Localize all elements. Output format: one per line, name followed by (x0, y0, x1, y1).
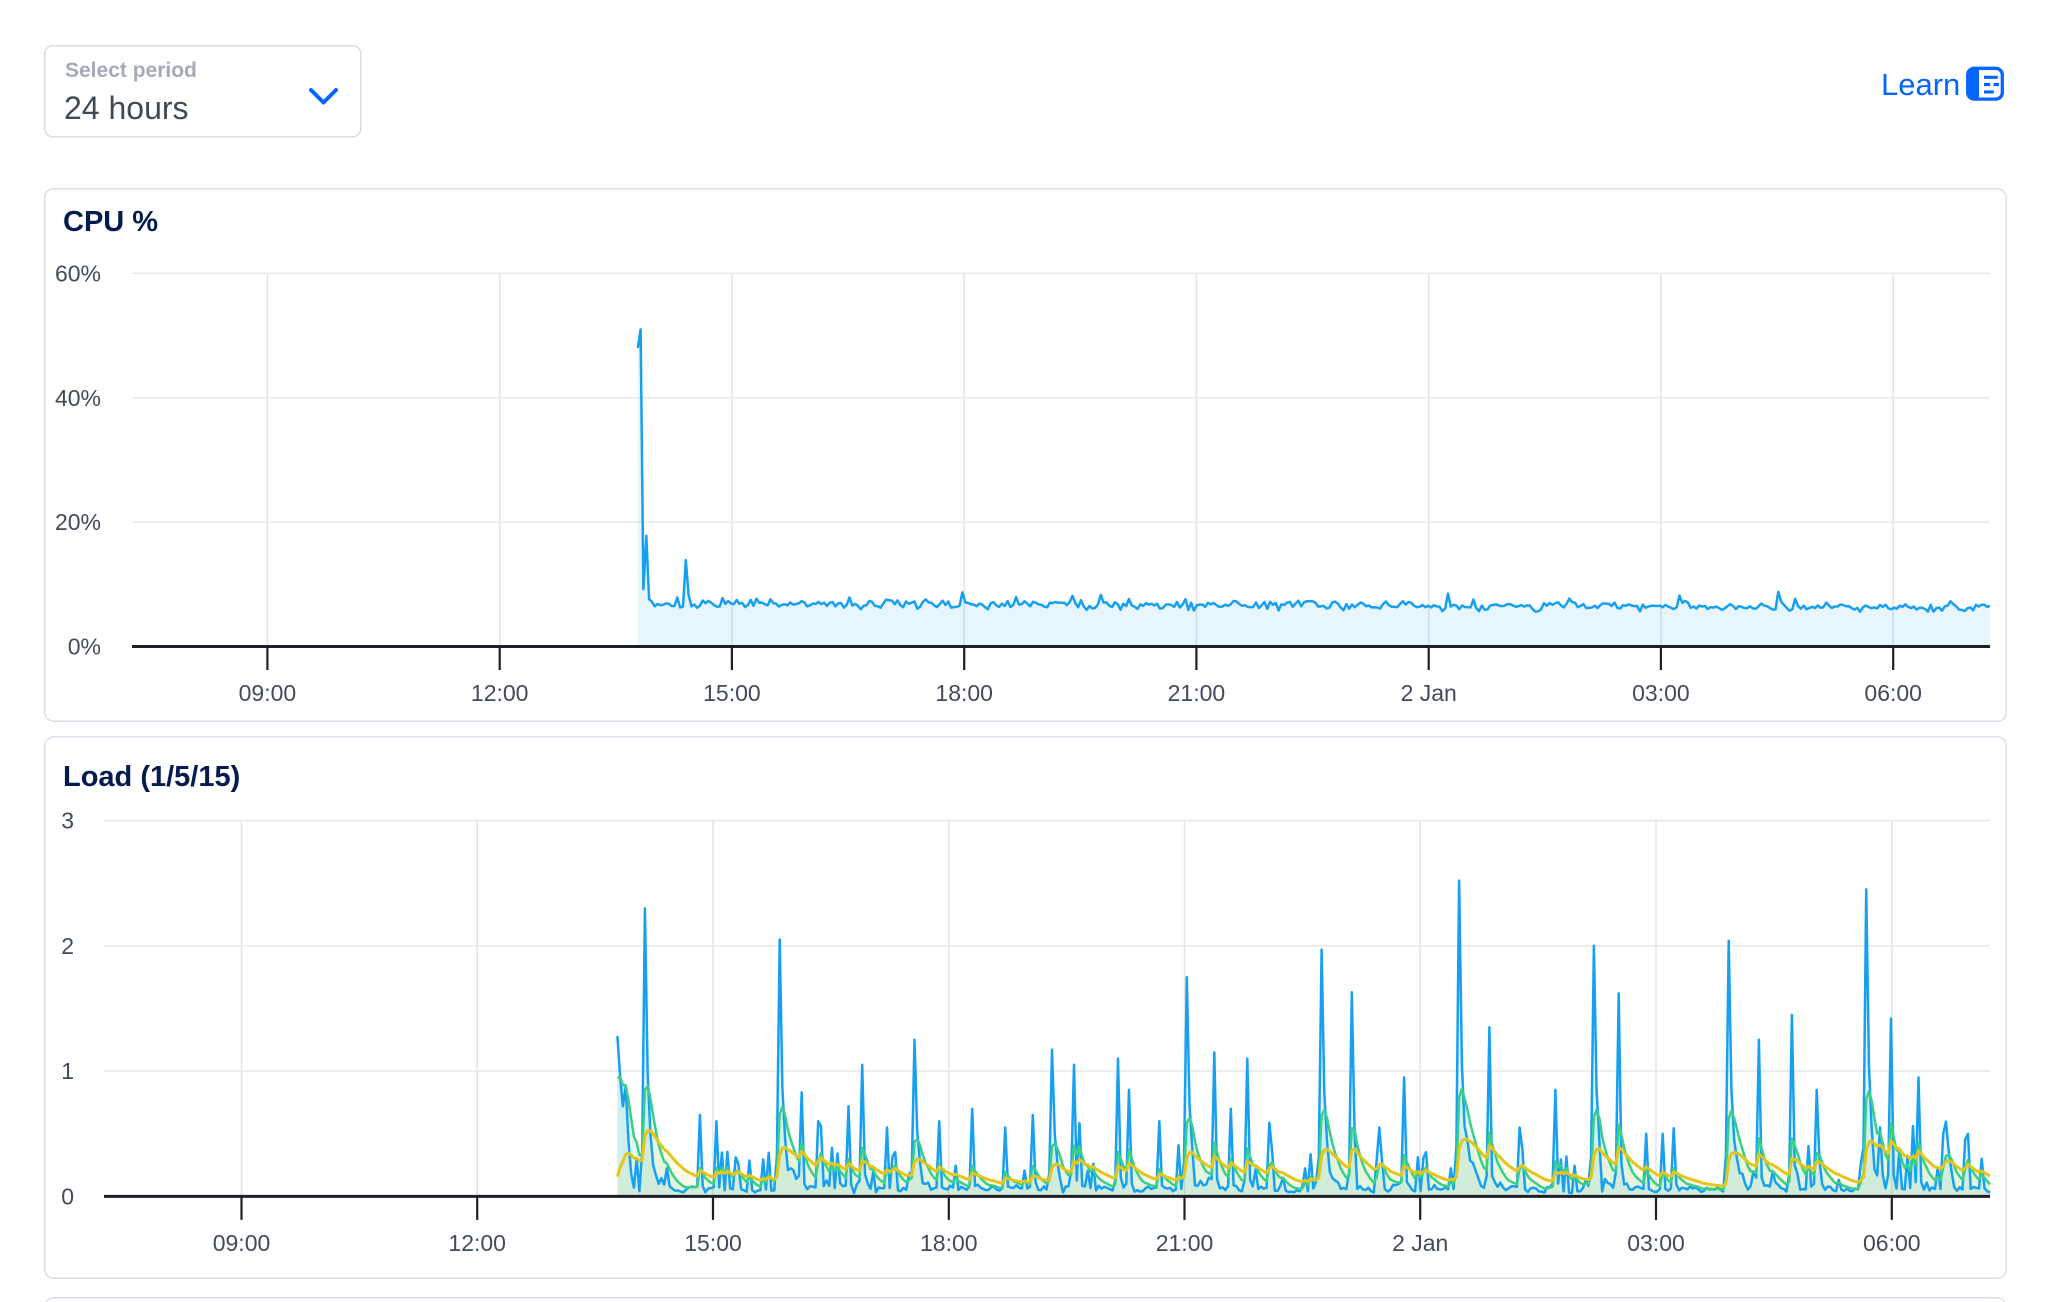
svg-text:Learn: Learn (1881, 67, 1960, 102)
svg-text:CPU %: CPU % (63, 206, 158, 238)
svg-text:0%: 0% (68, 634, 101, 660)
svg-text:21:00: 21:00 (1168, 680, 1226, 706)
svg-text:06:00: 06:00 (1863, 1230, 1921, 1256)
svg-text:18:00: 18:00 (935, 680, 993, 706)
svg-text:15:00: 15:00 (684, 1230, 742, 1256)
svg-text:03:00: 03:00 (1627, 1230, 1685, 1256)
svg-text:06:00: 06:00 (1864, 680, 1922, 706)
svg-text:40%: 40% (55, 385, 101, 411)
svg-text:24 hours: 24 hours (64, 90, 189, 126)
svg-text:20%: 20% (55, 509, 101, 535)
svg-text:2: 2 (61, 933, 74, 959)
svg-text:3: 3 (61, 808, 74, 834)
svg-text:12:00: 12:00 (471, 680, 529, 706)
svg-text:12:00: 12:00 (448, 1230, 506, 1256)
svg-text:2 Jan: 2 Jan (1392, 1230, 1448, 1256)
svg-text:09:00: 09:00 (239, 680, 297, 706)
svg-text:15:00: 15:00 (703, 680, 761, 706)
svg-text:60%: 60% (55, 260, 101, 286)
svg-text:0: 0 (61, 1183, 74, 1209)
svg-text:2 Jan: 2 Jan (1401, 680, 1457, 706)
svg-text:09:00: 09:00 (213, 1230, 271, 1256)
svg-text:03:00: 03:00 (1632, 680, 1690, 706)
svg-text:21:00: 21:00 (1156, 1230, 1214, 1256)
svg-text:18:00: 18:00 (920, 1230, 978, 1256)
svg-text:Load (1/5/15): Load (1/5/15) (63, 761, 240, 793)
svg-text:1: 1 (61, 1058, 74, 1084)
svg-text:Select period: Select period (65, 59, 197, 82)
